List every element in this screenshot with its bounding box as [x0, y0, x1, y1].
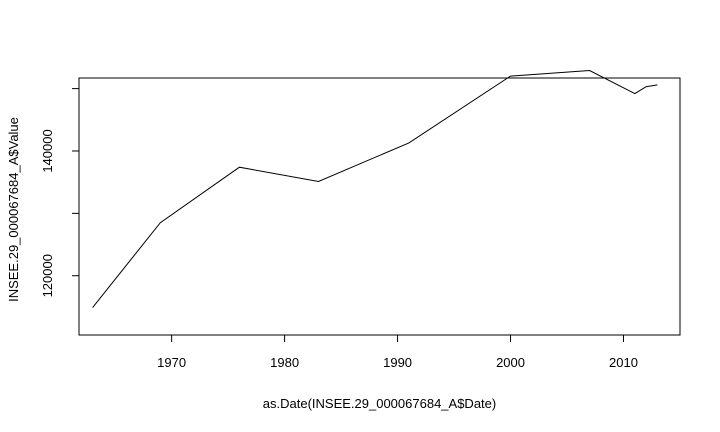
x-tick-label: 1980 [270, 355, 299, 370]
y-axis: 120000 140000 [40, 88, 80, 297]
plot-box [78, 77, 681, 336]
x-tick-label: 2010 [609, 355, 638, 370]
y-tick-label: 120000 [40, 254, 55, 297]
x-axis-label: as.Date(INSEE.29_000067684_A$Date) [263, 396, 496, 411]
x-tick-label: 1970 [157, 355, 186, 370]
x-axis: 1970 1980 1990 2000 2010 [157, 334, 638, 370]
y-axis-label: INSEE.29_000067684_A$Value [6, 117, 21, 302]
y-tick-label: 140000 [40, 129, 55, 172]
series-layer [92, 69, 658, 308]
x-tick-label: 1990 [383, 355, 412, 370]
series-line-0 [92, 69, 658, 308]
x-tick-label: 2000 [496, 355, 525, 370]
